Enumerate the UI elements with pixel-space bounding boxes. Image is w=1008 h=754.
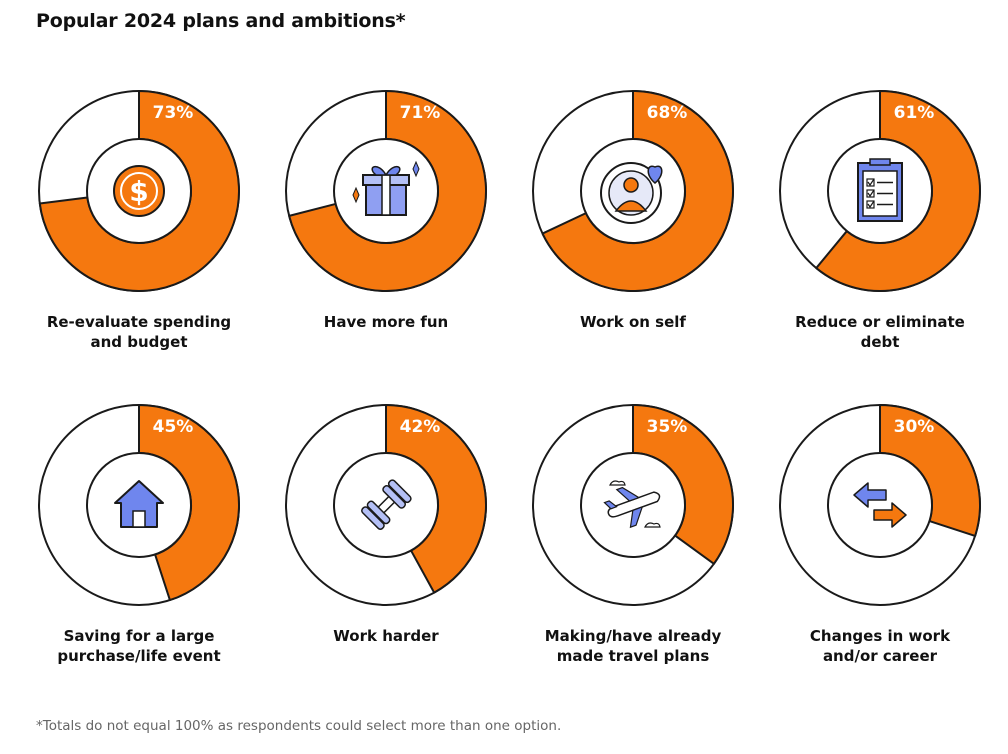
person-heart-icon xyxy=(600,162,663,224)
value-label-6: 42% xyxy=(400,417,441,437)
gift-icon xyxy=(352,160,420,216)
value-label-8: 30% xyxy=(894,417,935,437)
category-label-6: Work harder xyxy=(276,626,496,646)
category-label-line: and/or career xyxy=(822,647,938,665)
category-label-5: Saving for a large purchase/life event xyxy=(29,626,249,666)
arrows-icon xyxy=(853,482,907,528)
category-label-line: and budget xyxy=(90,333,188,351)
category-label-1: Re-evaluate spending and budget xyxy=(29,312,249,352)
category-label-line: Have more fun xyxy=(323,313,449,331)
house-icon xyxy=(114,480,164,528)
category-label-8: Changes in work and/or career xyxy=(770,626,990,666)
category-label-line: Work on self xyxy=(580,313,686,331)
donut-chart-4: 61% xyxy=(779,90,981,292)
donut-chart-1: 73% $ xyxy=(38,90,240,292)
dumbbell-icon xyxy=(361,479,412,530)
value-label-2: 71% xyxy=(400,103,441,123)
category-label-line: debt xyxy=(860,333,900,351)
category-label-line: Changes in work xyxy=(809,627,951,645)
value-label-3: 68% xyxy=(647,103,688,123)
category-label-7: Making/have already made travel plans xyxy=(523,626,743,666)
category-label-line: made travel plans xyxy=(556,647,710,665)
category-label-2: Have more fun xyxy=(276,312,496,332)
donut-chart-8: 30% xyxy=(779,404,981,606)
category-label-line: Re-evaluate spending xyxy=(46,313,232,331)
dollar-coin-icon: $ xyxy=(113,165,165,217)
category-label-line: Work harder xyxy=(333,627,439,645)
category-label-line: Making/have already xyxy=(544,627,722,645)
airplane-icon xyxy=(603,480,661,529)
value-label-7: 35% xyxy=(647,417,688,437)
donut-chart-7: 35% xyxy=(532,404,734,606)
category-label-line: Saving for a large xyxy=(63,627,215,645)
donut-chart-3: 68% xyxy=(532,90,734,292)
category-label-line: Reduce or eliminate xyxy=(795,313,965,331)
category-label-line: purchase/life event xyxy=(57,647,221,665)
footnote: *Totals do not equal 100% as respondents… xyxy=(36,718,562,734)
value-label-1: 73% xyxy=(153,103,194,123)
donut-chart-6: 42% xyxy=(285,404,487,606)
category-label-3: Work on self xyxy=(523,312,743,332)
checklist-icon xyxy=(857,158,903,222)
donut-hole-8 xyxy=(827,452,933,558)
value-label-4: 61% xyxy=(894,103,935,123)
donut-chart-2: 71% xyxy=(285,90,487,292)
svg-text:$: $ xyxy=(129,175,148,208)
donut-chart-5: 45% xyxy=(38,404,240,606)
value-label-5: 45% xyxy=(153,417,194,437)
category-label-4: Reduce or eliminate debt xyxy=(770,312,990,352)
chart-title: Popular 2024 plans and ambitions* xyxy=(36,10,406,32)
